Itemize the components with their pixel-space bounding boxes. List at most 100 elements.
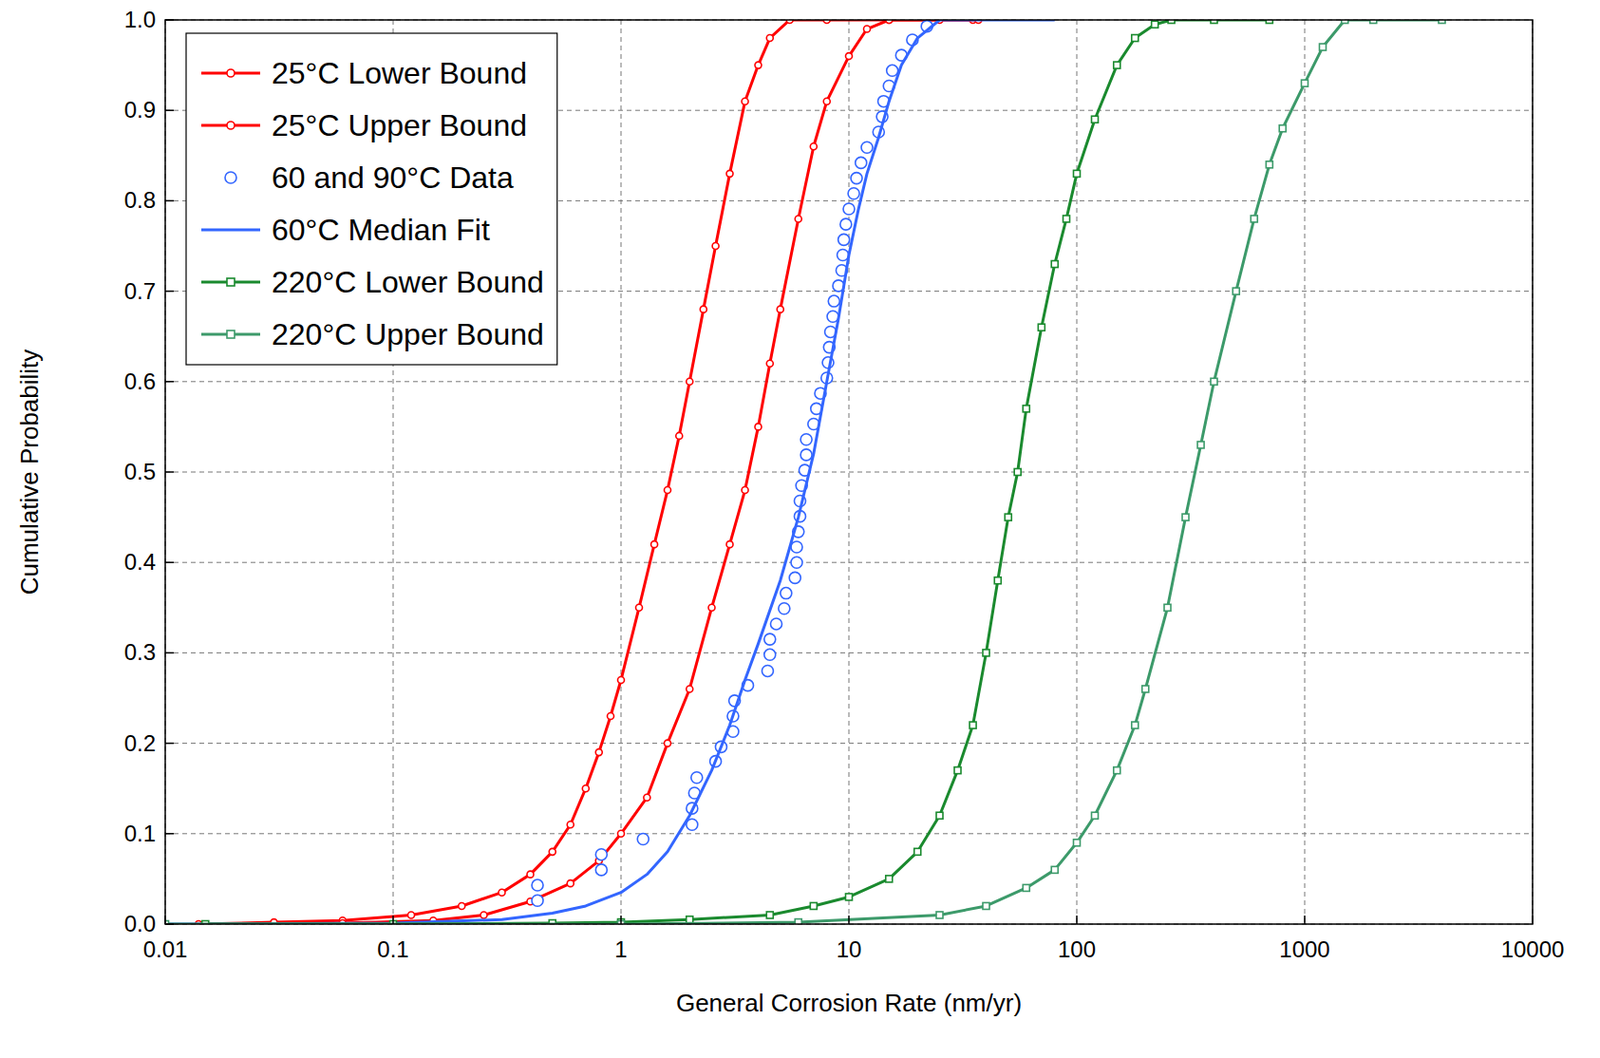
data-point — [764, 633, 776, 645]
line-marker — [823, 97, 830, 105]
data-point — [778, 602, 791, 615]
line-marker — [618, 676, 625, 683]
tick-mark — [1303, 915, 1306, 924]
tick-mark — [165, 18, 174, 21]
line-marker — [1091, 115, 1099, 123]
data-point — [838, 233, 850, 245]
line-marker — [686, 916, 694, 923]
legend-item: 25°C Upper Bound — [201, 108, 528, 143]
line-marker — [651, 541, 659, 548]
line-marker — [846, 893, 853, 901]
line-marker — [1113, 61, 1121, 69]
tick-label: 0.8 — [124, 187, 156, 213]
legend-item: 25°C Lower Bound — [201, 56, 528, 91]
line-marker — [1182, 513, 1189, 521]
line-marker — [708, 603, 716, 611]
line-marker — [1051, 261, 1058, 268]
line-marker — [566, 880, 574, 887]
series-line — [165, 19, 1055, 924]
legend-swatch — [201, 228, 261, 232]
grid-line — [165, 562, 1533, 564]
line-marker — [480, 911, 488, 919]
line-marker — [914, 847, 922, 855]
tick-label: 10 — [836, 936, 863, 962]
data-point — [886, 64, 899, 76]
line-marker — [595, 749, 603, 756]
line-marker — [1142, 685, 1149, 693]
legend-marker — [226, 69, 235, 77]
data-point — [855, 156, 867, 169]
line-marker — [1279, 125, 1286, 132]
data-point — [843, 203, 855, 215]
axis-title: Cumulative Probability — [15, 349, 44, 596]
line-marker — [686, 685, 694, 693]
tick-label: 1.0 — [124, 6, 156, 33]
line-marker — [1037, 323, 1045, 331]
tick-mark — [165, 832, 174, 835]
line-marker — [699, 305, 707, 313]
line-marker — [885, 875, 893, 883]
line-marker — [676, 432, 683, 439]
line-marker — [643, 793, 651, 801]
line-marker — [1197, 441, 1205, 449]
line-marker — [1250, 215, 1258, 223]
tick-label: 0.5 — [124, 458, 156, 485]
tick-label: 0.0 — [124, 910, 156, 937]
line-marker — [864, 25, 871, 33]
tick-label: 0.1 — [376, 936, 409, 962]
line-marker — [982, 649, 990, 657]
line-marker — [776, 305, 784, 313]
tick-mark — [165, 561, 174, 564]
line-marker — [754, 61, 762, 69]
line-marker — [712, 243, 719, 250]
data-point — [790, 556, 803, 568]
line-marker — [809, 143, 817, 151]
legend-marker — [226, 121, 235, 130]
data-point — [780, 587, 792, 600]
data-point — [840, 218, 852, 230]
tick-label: 100 — [1057, 936, 1096, 962]
legend-marker — [226, 330, 235, 339]
line-marker — [936, 911, 943, 919]
line-marker — [1151, 20, 1159, 28]
data-point — [531, 879, 544, 891]
tick-mark — [1531, 915, 1534, 924]
line-marker — [726, 541, 734, 548]
line-marker — [1004, 513, 1012, 521]
grid-line — [165, 832, 1533, 834]
tick-label: 10000 — [1501, 936, 1565, 962]
plot-area — [165, 19, 1533, 924]
legend-label: 220°C Lower Bound — [271, 264, 545, 300]
tick-mark — [165, 742, 174, 745]
plot-frame — [165, 19, 1533, 924]
tick-mark — [165, 652, 174, 655]
line-marker — [607, 713, 615, 720]
grid-line — [1076, 19, 1078, 924]
line-marker — [686, 377, 694, 385]
line-marker — [1063, 215, 1071, 223]
line-marker — [636, 603, 643, 611]
data-group — [165, 19, 1446, 924]
line-marker — [527, 870, 534, 878]
line-marker — [566, 821, 574, 829]
line-marker — [954, 767, 961, 774]
line-marker — [498, 888, 506, 896]
tick-mark — [165, 380, 174, 383]
line-marker — [618, 829, 625, 837]
line-marker — [1301, 79, 1309, 87]
legend-item: 220°C Lower Bound — [201, 264, 545, 300]
tick-mark — [165, 470, 174, 473]
line-marker — [846, 53, 853, 60]
tick-label: 0.01 — [143, 936, 189, 962]
data-point — [828, 295, 840, 307]
data-point — [837, 249, 849, 262]
line-marker — [458, 902, 466, 909]
line-marker — [582, 785, 589, 792]
tick-label: 0.4 — [124, 548, 156, 575]
tick-label: 1000 — [1279, 936, 1330, 962]
data-point — [595, 848, 607, 861]
line-marker — [1131, 35, 1139, 42]
legend-marker — [226, 278, 235, 286]
data-point — [595, 864, 607, 876]
data-point — [789, 571, 801, 584]
